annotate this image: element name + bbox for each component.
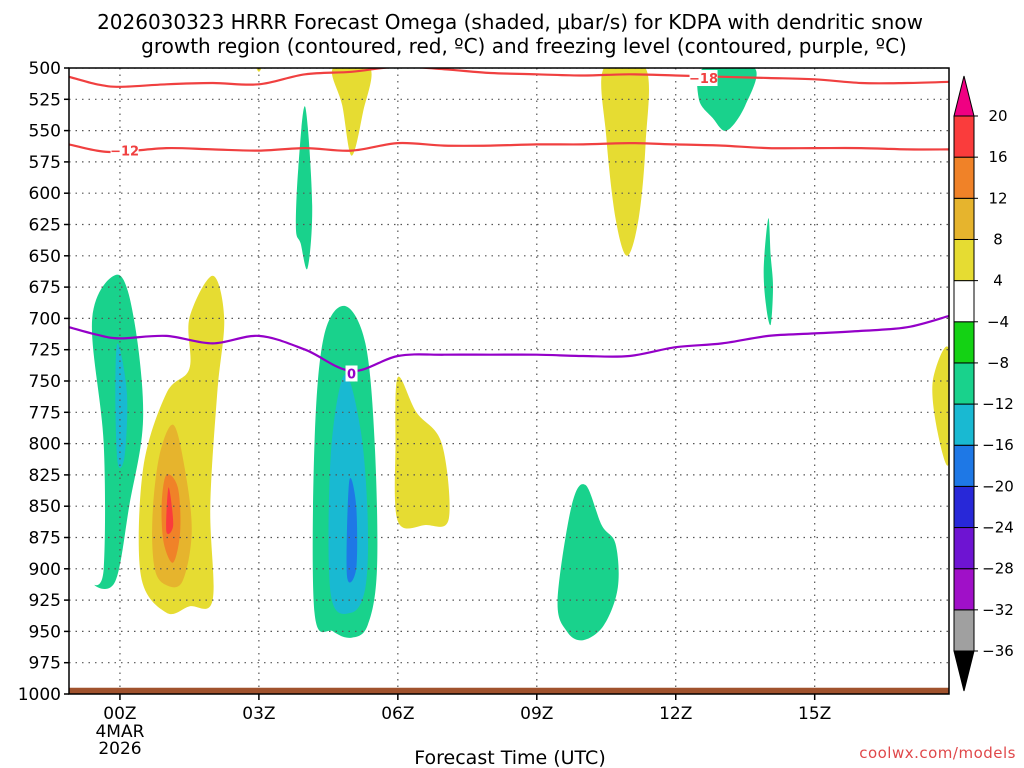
x-tick-label: 06Z xyxy=(381,704,414,724)
colorbar-swatch xyxy=(953,568,975,611)
x-tick-date-label: 4MAR xyxy=(95,722,144,742)
colorbar-swatch xyxy=(953,115,975,158)
colorbar-swatch xyxy=(953,156,975,199)
shaded-region-lift-10z xyxy=(557,484,619,641)
y-tick-label: 650 xyxy=(29,247,61,267)
contour-label--12: −12 xyxy=(110,145,139,160)
y-tick-label: 550 xyxy=(29,122,61,142)
colorbar-swatch xyxy=(953,280,975,323)
y-tick-label: 625 xyxy=(29,216,61,236)
x-tick-label: 15Z xyxy=(798,704,831,724)
colorbar-tick-label: 8 xyxy=(993,230,1003,248)
shaded-region-lift-05z-b16 xyxy=(346,477,358,583)
shaded-region-sink-11z-upper xyxy=(601,68,649,256)
shaded-region-lift-04z-upper xyxy=(295,106,313,270)
colorbar: 20 16 12 8 4 −4 −8 −12 −16 −20 −24 −28 −32 −36 xyxy=(953,75,1014,692)
colorbar-tick-label: −28 xyxy=(982,560,1014,578)
y-tick-label: 925 xyxy=(29,591,61,611)
y-tick-label: 600 xyxy=(29,184,61,204)
shaded-region-sink-05z-upper xyxy=(331,68,372,156)
colorbar-tick-label: −36 xyxy=(982,642,1014,660)
y-tick-label: 975 xyxy=(29,654,61,674)
x-tick-label: 09Z xyxy=(520,704,553,724)
colorbar-swatch xyxy=(953,362,975,405)
shaded-region-sink-17z-edge xyxy=(932,346,949,466)
y-tick-label: 875 xyxy=(29,529,61,549)
colorbar-swatch xyxy=(953,444,975,487)
contour-line-0 xyxy=(69,314,949,373)
contour-line--12 xyxy=(69,141,949,154)
colorbar-swatch xyxy=(953,321,975,364)
colorbar-tick-label: 12 xyxy=(988,189,1007,207)
y-axis: 500 525 550 575 600 625 650 675 700 725 750 775 800 8… xyxy=(18,59,69,705)
colorbar-swatch xyxy=(953,403,975,446)
x-tick-label: 03Z xyxy=(242,704,275,724)
contour-label-0: 0 xyxy=(347,367,356,382)
y-tick-label: 775 xyxy=(29,403,61,423)
shaded-region-lift-14z-narrow xyxy=(763,218,773,326)
y-tick-label: 575 xyxy=(29,153,61,173)
colorbar-tick-label: −24 xyxy=(982,519,1014,537)
x-tick-date-label: 2026 xyxy=(98,739,141,759)
gridlines xyxy=(69,68,949,694)
colorbar-swatch xyxy=(953,609,975,652)
credit-link[interactable]: coolwx.com/models xyxy=(859,744,1016,762)
y-tick-label: 725 xyxy=(29,341,61,361)
colorbar-tick-label: −4 xyxy=(987,313,1009,331)
y-tick-label: 750 xyxy=(29,372,61,392)
colorbar-swatch xyxy=(953,485,975,529)
colorbar-swatch xyxy=(953,238,975,282)
colorbar-swatch xyxy=(953,527,975,570)
colorbar-tick-label: 20 xyxy=(988,107,1007,125)
y-tick-label: 675 xyxy=(29,278,61,298)
colorbar-tick-label: −32 xyxy=(982,601,1014,619)
contour-line--18 xyxy=(69,68,949,88)
plot-area: −18 −12 0 xyxy=(68,67,950,695)
x-axis-label: Forecast Time (UTC) xyxy=(414,747,605,768)
y-tick-label: 525 xyxy=(29,90,61,110)
shaded-region-sink-01z-core xyxy=(166,487,174,535)
colorbar-tick-label: −16 xyxy=(982,436,1014,454)
shaded-region-lift-00z-inner xyxy=(115,343,128,469)
colorbar-tick-label: 16 xyxy=(988,148,1007,166)
chart-title-line2: growth region (contoured, red, ºC) and f… xyxy=(141,34,907,58)
contour-label--18: −18 xyxy=(689,72,718,87)
shaded-region-sink-07z xyxy=(394,376,450,529)
colorbar-tick-label: −12 xyxy=(982,395,1014,413)
terrain-strip xyxy=(69,687,949,694)
chart-title-line1: 2026030323 HRRR Forecast Omega (shaded, … xyxy=(97,10,923,34)
y-tick-label: 500 xyxy=(29,59,61,79)
colorbar-tick-label: −8 xyxy=(987,354,1009,372)
colorbar-swatch xyxy=(953,197,975,240)
y-tick-label: 800 xyxy=(29,435,61,455)
y-tick-label: 850 xyxy=(29,497,61,517)
y-tick-label: 1000 xyxy=(18,685,61,705)
x-tick-label: 12Z xyxy=(659,704,692,724)
y-tick-label: 825 xyxy=(29,466,61,486)
y-tick-label: 900 xyxy=(29,560,61,580)
y-tick-label: 950 xyxy=(29,622,61,642)
y-tick-label: 700 xyxy=(29,309,61,329)
colorbar-tick-label: 4 xyxy=(993,272,1003,290)
colorbar-tick-label: −20 xyxy=(982,477,1014,495)
shaded-region-sink-03z-top xyxy=(256,68,262,72)
colorbar-bottom-arrow xyxy=(953,650,975,692)
colorbar-top-arrow xyxy=(953,75,975,117)
x-tick-label: 00Z xyxy=(103,704,136,724)
